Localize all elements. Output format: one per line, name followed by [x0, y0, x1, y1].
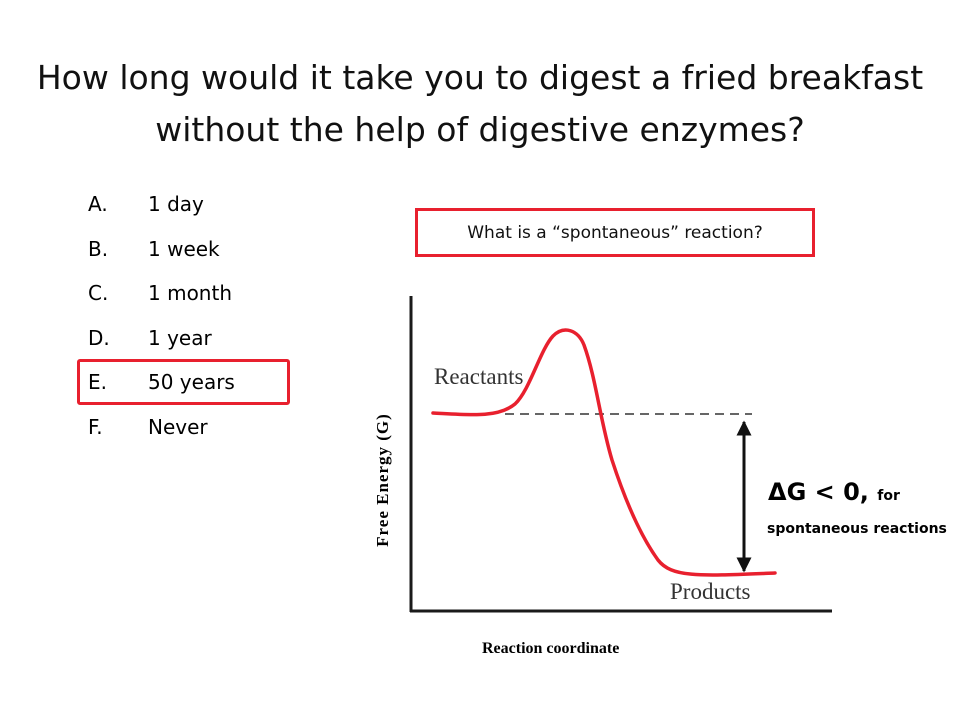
answer-options: A. 1 day B. 1 week C. 1 month D. 1 year …	[88, 184, 235, 451]
option-b[interactable]: B. 1 week	[88, 229, 235, 274]
y-axis-label: Free Energy (G)	[373, 413, 392, 547]
delta-g-note: spontaneous reactions	[767, 521, 947, 537]
option-letter: F.	[88, 414, 103, 439]
slide-title: How long would it take you to digest a f…	[36, 58, 924, 149]
reactants-label: Reactants	[434, 364, 524, 389]
option-d[interactable]: D. 1 year	[88, 318, 235, 363]
option-letter: D.	[88, 325, 110, 350]
option-text: 1 day	[148, 192, 204, 216]
x-axis-label: Reaction coordinate	[482, 640, 620, 657]
energy-curve	[431, 328, 777, 577]
option-letter: B.	[88, 236, 109, 261]
option-text: 1 week	[148, 236, 220, 261]
option-text: Never	[148, 414, 208, 439]
option-f[interactable]: F. Never	[88, 407, 235, 452]
question-text: What is a “spontaneous” reaction?	[467, 222, 763, 243]
option-letter: E.	[88, 370, 107, 394]
option-letter: C.	[88, 281, 109, 305]
option-text: 50 years	[148, 370, 235, 394]
option-text: 1 month	[148, 281, 232, 305]
option-a[interactable]: A. 1 day	[88, 184, 235, 229]
delta-g-formula: ΔG < 0, for	[768, 478, 900, 506]
products-label: Products	[670, 579, 751, 604]
option-text: 1 year	[148, 325, 212, 350]
option-c[interactable]: C. 1 month	[88, 273, 235, 318]
question-box: What is a “spontaneous” reaction?	[415, 208, 815, 257]
selected-answer-highlight	[77, 359, 290, 405]
option-e[interactable]: E. 50 years	[88, 362, 235, 407]
option-letter: A.	[88, 192, 108, 216]
delta-g-value: ΔG < 0,	[768, 478, 869, 506]
delta-g-for: for	[877, 488, 900, 504]
